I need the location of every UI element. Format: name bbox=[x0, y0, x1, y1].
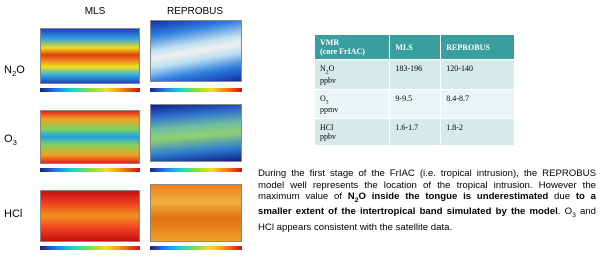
colorbar bbox=[40, 246, 140, 250]
row-label: N2O bbox=[4, 64, 25, 78]
header-cell: VMR(core FrIAC) bbox=[315, 35, 390, 60]
row-label: HCl bbox=[4, 208, 22, 220]
unit: ppbv bbox=[320, 132, 336, 141]
text-part: O bbox=[4, 133, 13, 145]
unit: ppbv bbox=[320, 76, 336, 85]
text-part: N bbox=[4, 64, 12, 76]
value-cell: 9-9.5 bbox=[390, 89, 441, 119]
header-text: VMR bbox=[320, 38, 339, 47]
value-cell: 1.8-2 bbox=[441, 119, 515, 146]
map bbox=[150, 20, 242, 82]
colorbar bbox=[40, 88, 140, 92]
row-label: O3 bbox=[4, 133, 17, 147]
colorbar bbox=[150, 168, 242, 172]
value-cell: 120-140 bbox=[441, 60, 515, 90]
unit: ppmv bbox=[320, 105, 338, 114]
text-part: O bbox=[16, 64, 25, 76]
text-part: HCl bbox=[320, 123, 333, 132]
header-cell: MLS bbox=[390, 35, 441, 60]
value-cell: 1.6-1.7 bbox=[390, 119, 441, 146]
column-label: REPROBUS bbox=[145, 6, 245, 17]
colorbar bbox=[150, 88, 242, 92]
map bbox=[40, 110, 140, 164]
header-cell: REPROBUS bbox=[441, 35, 515, 60]
colorbar bbox=[150, 246, 242, 250]
value-cell: 8.4-8.7 bbox=[441, 89, 515, 119]
text-segment: due bbox=[548, 191, 576, 202]
column-label: MLS bbox=[45, 6, 145, 17]
colorbar bbox=[40, 168, 140, 172]
text-segment: O inside the tongue is underestimated bbox=[358, 191, 548, 202]
text-part: O bbox=[329, 64, 335, 73]
text-part: 3 bbox=[13, 138, 17, 147]
value-cell: 183-196 bbox=[390, 60, 441, 90]
header-text: (core FrIAC) bbox=[320, 47, 365, 56]
page: MLS REPROBUS N2O O3 HCl VMR(core FrIAC)M… bbox=[0, 0, 600, 260]
map bbox=[150, 104, 242, 162]
text-segment: N bbox=[348, 191, 355, 202]
paragraph: During the first stage of the FrIAC (i.e… bbox=[258, 168, 596, 233]
map bbox=[40, 190, 140, 242]
map bbox=[40, 28, 140, 84]
text-part: HCl bbox=[4, 208, 22, 220]
text-segment: . O bbox=[558, 206, 572, 217]
map bbox=[150, 184, 242, 242]
